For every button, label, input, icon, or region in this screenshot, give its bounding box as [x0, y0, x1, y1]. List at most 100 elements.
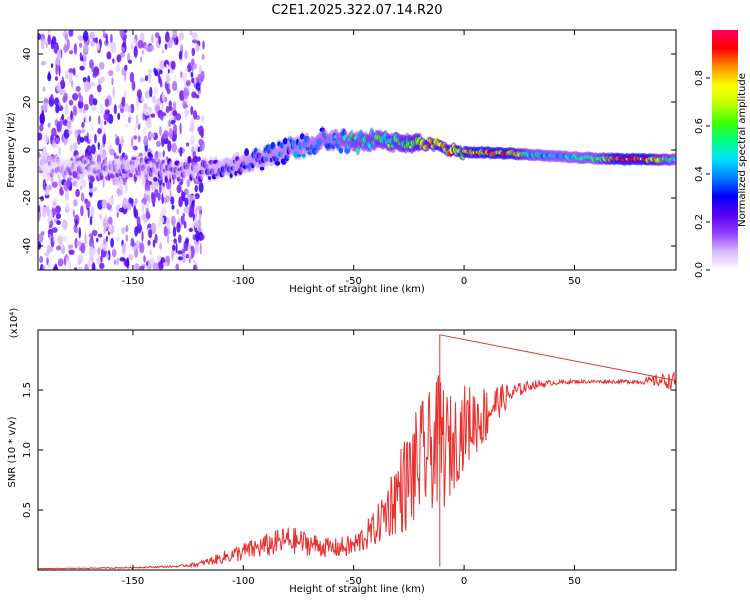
spectrogram-noise-blob	[61, 113, 65, 121]
spectrogram-noise-blob	[153, 104, 156, 110]
spectrogram-noise-blob	[110, 237, 114, 248]
spectrogram-noise-blob	[126, 257, 130, 269]
spectrogram-noise-blob	[149, 86, 153, 98]
spectrogram-noise-blob	[191, 32, 198, 39]
spectrogram-noise-blob	[165, 105, 170, 114]
spectrogram-noise-blob	[62, 96, 67, 103]
spectrogram-noise-blob	[161, 102, 164, 110]
spectrogram-noise-blob	[91, 123, 94, 133]
spectrogram-noise-blob	[184, 109, 190, 115]
spectrogram-noise-blob	[96, 237, 99, 243]
colorbar: 0.0 0.2 0.4 0.6 0.8 Normalized spectral ampl…	[694, 30, 748, 278]
spectrogram-noise-blob	[177, 250, 183, 255]
snr-ytick-label: 0.5	[22, 502, 33, 518]
spectrogram-noise-blob	[142, 112, 145, 121]
spectrogram-noise-blob	[120, 227, 126, 235]
spectrogram-noise-blob	[147, 239, 151, 246]
spectrogram-noise-blob	[151, 191, 155, 200]
spectrogram-noise-blob	[103, 128, 107, 136]
spectrogram-noise-blob	[52, 181, 58, 188]
spectrogram-noise-blob	[55, 63, 59, 76]
spectrogram-noise-blob	[43, 134, 49, 144]
spectrogram-noise-blob	[113, 259, 117, 265]
spectrogram-noise-blob	[163, 130, 169, 139]
spectrogram-noise-blob	[103, 120, 107, 125]
spectrogram-noise-blob	[119, 257, 126, 262]
spectrogram-noise-blob	[113, 104, 117, 115]
spectrogram-noise-blob	[157, 151, 162, 160]
spectrogram-noise-blob	[73, 267, 78, 270]
spectrogram-noise-blob	[134, 209, 139, 219]
spectrogram-noise-blob	[103, 222, 106, 234]
snr-panel: -150 -100 -50 0 50 0.5 1.0 1.5 Height of straig…	[7, 308, 677, 595]
spectrogram-noise-blob	[159, 76, 162, 85]
spectrogram-noise-blob	[185, 67, 188, 73]
spectrogram-noise-blob	[188, 227, 193, 233]
spectrogram-noise-blob	[173, 101, 177, 111]
spectrogram-noise-blob	[67, 256, 70, 262]
spectrogram-noise-blob	[194, 77, 197, 85]
spectrogram-noise-blob	[124, 181, 128, 194]
spectrogram-noise-blob	[63, 255, 67, 266]
spectrogram-noise-blob	[171, 60, 176, 70]
spectrogram-noise-blob	[188, 258, 191, 264]
spectrogram-noise-blob	[38, 234, 42, 242]
spectrogram-noise-blob	[68, 68, 74, 74]
snr-multiplier: (x10⁴)	[9, 308, 20, 339]
spectrogram-noise-blob	[165, 34, 170, 43]
spectrogram-noise-blob	[68, 99, 74, 106]
spectrogram-noise-blob	[68, 244, 74, 249]
spectrogram-ylabel: Frequency (Hz)	[6, 112, 17, 188]
spectrogram-noise-blob	[91, 229, 98, 237]
spectrogram-noise-blob	[103, 238, 106, 246]
spectrogram-noise-blob	[159, 126, 162, 137]
spectrogram-noise-blob	[131, 80, 136, 91]
spectrogram-noise-blob	[157, 255, 161, 263]
spectrogram-noise-blob	[165, 72, 170, 84]
spectrogram-noise-blob	[172, 80, 178, 91]
spectrogram-noise-blob	[116, 211, 119, 218]
spectrogram-noise-blob	[59, 89, 65, 96]
spectrogram-noise-blob	[40, 195, 44, 202]
spectrogram-noise-blob	[47, 34, 51, 45]
spectrogram-noise-blob	[149, 133, 155, 139]
spectrogram-noise-blob	[181, 215, 185, 225]
spectrogram-noise-blob	[193, 264, 197, 270]
spectrogram-noise-blob	[199, 242, 202, 255]
spectrogram-noise-blob	[132, 240, 135, 247]
spectrogram-noise-blob	[141, 231, 144, 242]
spectrogram-noise-blob	[56, 49, 62, 61]
spectrogram-noise-blob	[154, 69, 159, 76]
spectrogram-noise-blob	[65, 31, 68, 42]
spectrogram-noise-blob	[88, 233, 93, 238]
spectrogram-noise-blob	[65, 253, 68, 259]
spectrogram-noise-blob	[159, 60, 166, 70]
spectrogram-noise-blob	[97, 84, 102, 93]
spectrogram-noise-blob	[101, 199, 108, 210]
spectrogram-noise-blob	[135, 114, 139, 126]
spectrogram-noise-blob	[42, 265, 46, 270]
spectrogram-noise-blob	[157, 221, 162, 230]
spectrogram-noise-blob	[165, 63, 169, 70]
spectrogram-noise-blob	[194, 243, 200, 254]
spectrogram-noise-blob	[42, 178, 47, 191]
spectrogram-noise-blob	[72, 142, 78, 151]
spectrogram-noise-blob	[118, 178, 124, 191]
spectrogram-noise-blob	[52, 197, 58, 209]
spectrogram-noise-blob	[168, 119, 171, 127]
spectrogram-noise-blob	[183, 206, 190, 214]
spectrogram-noise-blob	[62, 235, 68, 242]
spectrogram-noise-blob	[123, 90, 127, 99]
spectrogram-noise-blob	[175, 113, 182, 121]
spectrogram-noise-blob	[49, 233, 52, 242]
spectrogram-noise-blob	[192, 195, 196, 200]
spectrogram-noise-blob	[38, 33, 41, 41]
spectrogram-noise-blob	[195, 44, 200, 52]
snr-ytick-label: 1.0	[22, 442, 33, 458]
spectrogram-noise-blob	[83, 57, 87, 63]
spectrogram-noise-blob	[161, 207, 167, 216]
spectrogram-noise-blob	[70, 110, 73, 121]
spectrogram-noise-blob	[100, 119, 104, 131]
spectrogram-noise-blob	[151, 33, 154, 44]
spectrogram-noise-blob	[82, 30, 89, 42]
